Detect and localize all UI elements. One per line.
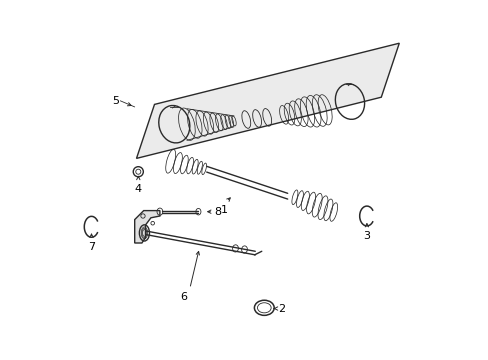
Text: 2: 2 <box>277 303 285 314</box>
Text: 5: 5 <box>112 96 119 106</box>
Polygon shape <box>136 43 399 158</box>
Text: 7: 7 <box>88 242 95 252</box>
Text: 4: 4 <box>135 184 142 194</box>
Text: 1: 1 <box>221 205 228 215</box>
Text: 8: 8 <box>213 207 221 217</box>
Polygon shape <box>134 211 160 243</box>
Text: 6: 6 <box>180 292 186 302</box>
Text: 3: 3 <box>363 231 369 241</box>
